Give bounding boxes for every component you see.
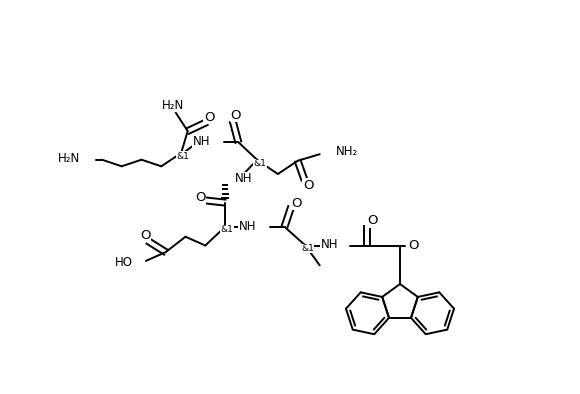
Text: H₂N: H₂N — [161, 99, 184, 112]
Text: O: O — [195, 191, 205, 204]
Text: O: O — [408, 239, 419, 252]
Text: &1: &1 — [177, 152, 190, 161]
Text: O: O — [204, 111, 215, 124]
Text: O: O — [291, 197, 302, 210]
Text: NH₂: NH₂ — [336, 145, 358, 158]
Text: O: O — [367, 214, 377, 227]
Text: HO: HO — [115, 256, 133, 269]
Text: NH: NH — [238, 220, 256, 233]
Text: NH: NH — [321, 238, 338, 251]
Text: NH: NH — [193, 135, 210, 148]
Text: O: O — [231, 109, 241, 122]
Text: &1: &1 — [253, 159, 267, 168]
Text: NH: NH — [235, 172, 253, 185]
Text: O: O — [303, 179, 314, 192]
Text: O: O — [140, 229, 150, 242]
Text: H₂N: H₂N — [58, 152, 80, 165]
Text: &1: &1 — [301, 244, 314, 253]
Text: &1: &1 — [220, 225, 234, 234]
